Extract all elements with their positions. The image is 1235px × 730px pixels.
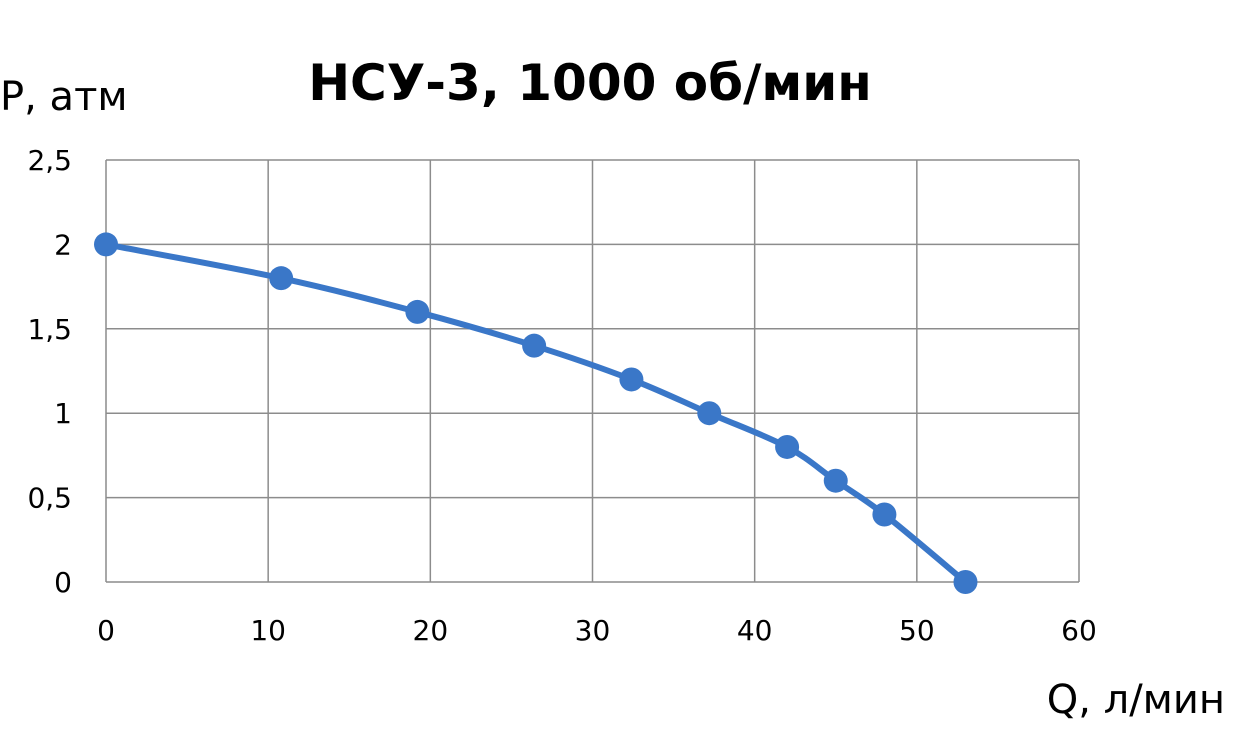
data-point — [823, 468, 848, 493]
y-tick-label: 0,5 — [27, 482, 72, 515]
y-tick-label: 1 — [54, 397, 72, 430]
x-tick-label: 40 — [737, 614, 773, 647]
x-tick-label: 20 — [413, 614, 449, 647]
series-group — [94, 232, 978, 594]
y-tick-label: 2 — [54, 228, 72, 261]
data-point — [775, 434, 800, 459]
data-point — [405, 299, 430, 324]
x-tick-label: 50 — [899, 614, 935, 647]
data-point — [619, 367, 644, 392]
y-tick-label: 1,5 — [27, 313, 72, 346]
x-tick-label: 10 — [250, 614, 286, 647]
data-point — [269, 266, 294, 291]
data-point — [94, 232, 118, 257]
data-point — [953, 570, 978, 594]
x-tick-label: 30 — [575, 614, 611, 647]
y-axis-label: P, атм — [0, 74, 128, 120]
x-tick-label: 0 — [97, 614, 115, 647]
y-tick-labels: 0 0,5 1 1,5 2 2,5 — [27, 144, 72, 599]
data-point — [697, 401, 722, 426]
chart-title: НСУ-3, 1000 об/мин — [308, 54, 872, 112]
x-tick-label: 60 — [1061, 614, 1097, 647]
x-axis-label: Q, л/мин — [1047, 677, 1225, 723]
data-point — [872, 502, 897, 527]
x-tick-labels: 0 10 20 30 40 50 60 — [97, 614, 1097, 647]
y-tick-label: 0 — [54, 566, 72, 599]
grid — [105, 159, 1080, 583]
y-tick-label: 2,5 — [27, 144, 72, 177]
data-point — [522, 333, 547, 358]
